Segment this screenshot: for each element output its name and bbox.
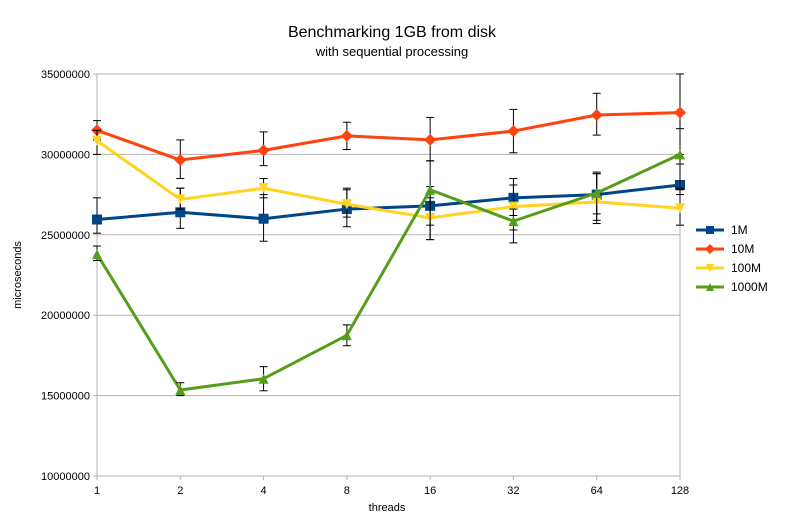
series-10M [91,73,686,180]
legend-item-100M: 100M [696,261,761,275]
y-tick-label: 35000000 [41,69,90,81]
axes [93,73,681,480]
legend-swatch-marker [706,283,714,291]
series-layer [91,73,686,397]
legend-swatch-marker [706,264,714,272]
data-point [258,213,269,224]
legend-swatch-marker [705,244,715,254]
data-point [424,133,437,146]
data-point [175,207,186,218]
series-line [96,139,681,220]
y-tick-label: 25000000 [41,230,90,242]
y-tick-label: 10000000 [41,471,90,483]
x-tick-label: 1 [94,485,100,497]
data-point [591,187,602,198]
legend-label: 1M [731,223,748,237]
data-point [175,194,186,205]
legend-label: 10M [731,242,754,256]
data-point [174,154,187,167]
error-bar [426,160,435,241]
legend-swatch-marker [706,226,714,234]
legend-label: 1000M [731,280,768,294]
y-axis-label: microseconds [12,241,24,309]
legend-item-1M: 1M [696,223,748,237]
x-tick-labels: 1 2 4 8 16 32 64 128 [94,485,689,497]
data-point [507,125,520,138]
y-tick-label: 15000000 [41,391,90,403]
chart-subtitle: with sequential processing [315,44,468,59]
legend-item-1000M: 1000M [696,280,768,294]
data-point [92,135,102,146]
chart-title: Benchmarking 1GB from disk [288,24,497,41]
x-tick-label: 128 [671,485,689,497]
data-point [590,109,603,122]
data-point [257,144,270,157]
y-tick-label: 20000000 [41,310,90,322]
data-point [341,199,352,210]
data-point [675,149,685,160]
data-point [508,201,519,212]
y-tick-labels: 10000000 15000000 20000000 25000000 30000000… [41,69,90,483]
series-100M [92,129,685,241]
data-point [425,184,436,195]
data-point [675,203,685,214]
x-tick-label: 8 [344,485,350,497]
series-1000M [92,128,685,397]
data-point [258,373,269,384]
legend-label: 100M [731,261,761,275]
x-tick-label: 4 [261,485,267,497]
x-tick-label: 2 [177,485,183,497]
data-point [175,384,186,395]
y-tick-label: 30000000 [41,149,90,161]
data-point [92,214,102,225]
x-tick-label: 64 [591,485,603,497]
data-point [674,106,686,119]
x-axis-label: threads [369,502,406,514]
series-line [96,111,681,162]
data-point [508,216,519,227]
x-tick-label: 32 [507,485,519,497]
data-point [92,249,102,260]
data-point [258,183,269,194]
grid-lines [97,73,680,477]
series-line [96,183,681,222]
series-line [95,153,681,392]
x-tick-label: 16 [424,485,436,497]
legend: 1M 10M 100M 1000M [696,223,768,294]
data-point [341,330,352,341]
legend-item-10M: 10M [696,242,754,256]
data-point [340,129,353,142]
